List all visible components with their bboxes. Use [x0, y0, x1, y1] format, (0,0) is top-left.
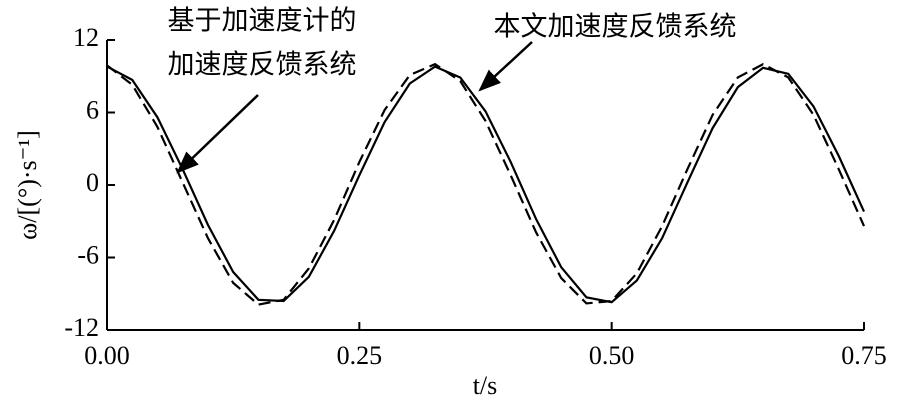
- x-tick-label: 0.75: [841, 341, 887, 370]
- annotation: 基于加速度计的: [168, 6, 357, 37]
- annotation-arrow: [478, 41, 533, 92]
- annotation: 本文加速度反馈系统: [494, 12, 737, 43]
- series-line: [106, 62, 866, 306]
- y-tick-label: 0: [86, 168, 99, 197]
- y-axis-label: ω/[(°)·s⁻¹]: [13, 130, 42, 240]
- series-line: [106, 65, 866, 304]
- annotation: 加速度反馈系统: [168, 50, 357, 81]
- y-tick-label: -12: [64, 313, 99, 342]
- x-tick-label: 0.00: [84, 341, 130, 370]
- x-tick-label: 0.25: [337, 341, 383, 370]
- x-axis-label: t/s: [473, 371, 498, 400]
- y-tick-label: 6: [86, 95, 99, 124]
- y-tick-label: -6: [77, 240, 99, 269]
- annotation-arrow: [176, 94, 259, 174]
- x-tick-label: 0.50: [589, 341, 635, 370]
- y-tick-label: 12: [73, 23, 99, 52]
